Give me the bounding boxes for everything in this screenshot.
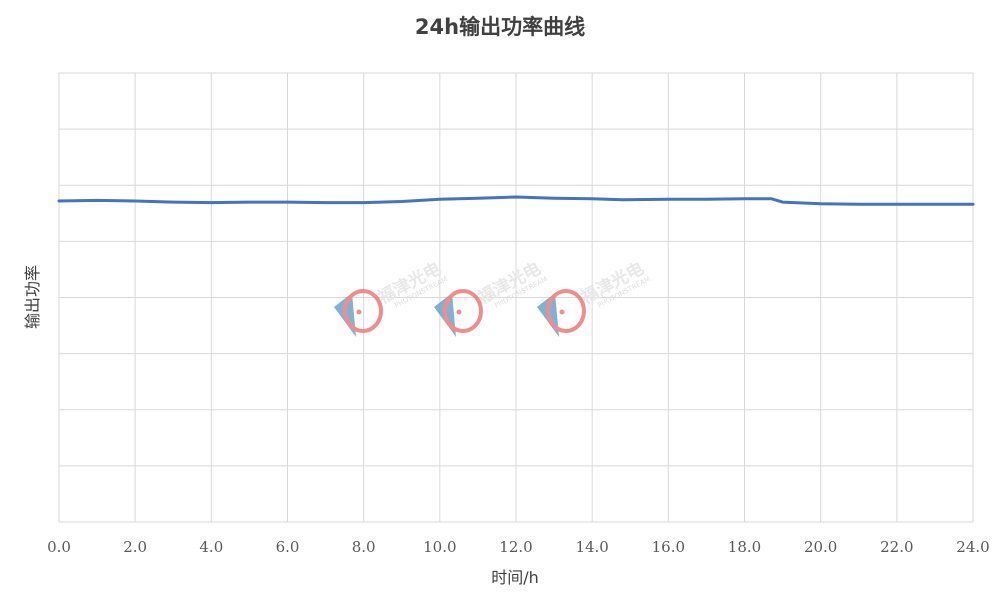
x-tick-label: 8.0 — [352, 538, 376, 556]
series-layer — [57, 195, 975, 206]
grid-lines — [58, 72, 974, 523]
x-tick-label: 0.0 — [47, 538, 71, 556]
x-tick-label: 22.0 — [880, 538, 913, 556]
x-axis-label: 时间/h — [491, 568, 539, 587]
x-tick-label: 24.0 — [956, 538, 989, 556]
series-line — [57, 195, 975, 206]
x-tick-label: 16.0 — [652, 538, 685, 556]
x-tick-label: 6.0 — [276, 538, 300, 556]
x-tick-label: 4.0 — [199, 538, 223, 556]
x-tick-labels: 0.0 2.0 4.0 6.0 8.0 10.0 12.0 14.0 16.0 18.0 20.0 2… — [47, 538, 990, 556]
x-tick-label: 18.0 — [728, 538, 761, 556]
x-tick-label: 20.0 — [804, 538, 837, 556]
x-tick-label: 10.0 — [423, 538, 456, 556]
x-tick-label: 14.0 — [575, 538, 608, 556]
chart-title: 24h输出功率曲线 — [415, 15, 585, 39]
y-axis-label: 输出功率 — [23, 265, 42, 329]
x-tick-label: 2.0 — [123, 538, 147, 556]
x-tick-label: 12.0 — [499, 538, 532, 556]
